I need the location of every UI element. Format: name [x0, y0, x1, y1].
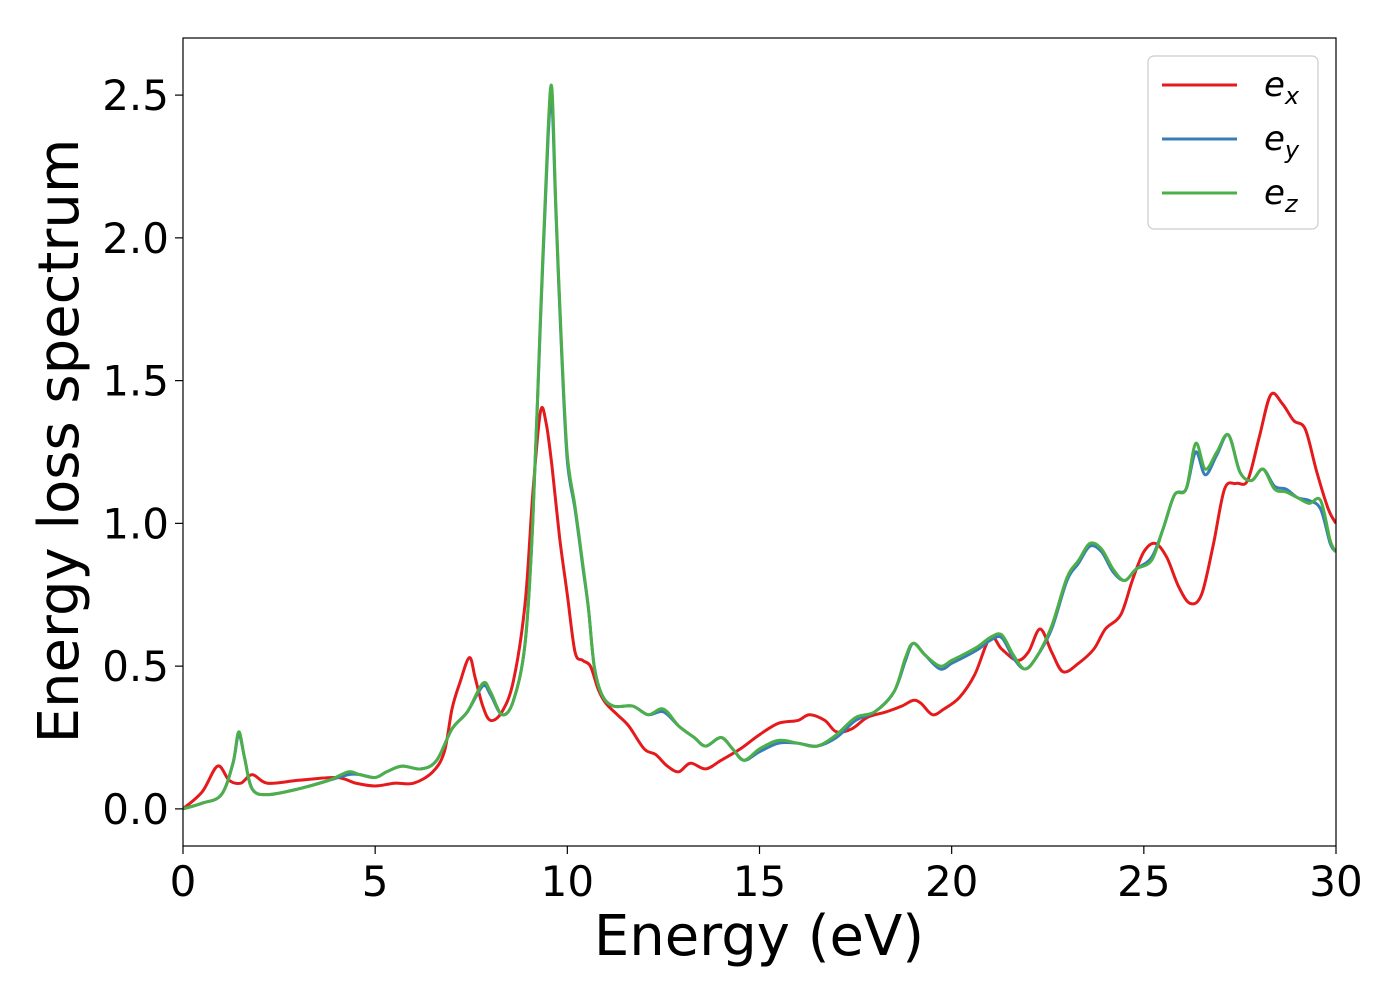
series-line-e-x	[183, 391, 1336, 811]
y-tick-label: 2.5	[102, 71, 169, 120]
y-tick-label: 0.5	[102, 642, 169, 691]
x-tick-label: 20	[925, 857, 978, 906]
x-tick-label: 30	[1309, 857, 1362, 906]
y-tick-label: 2.0	[102, 214, 169, 263]
x-tick-label: 0	[170, 857, 197, 906]
y-tick-label: 0.0	[102, 785, 169, 834]
x-tick-label: 25	[1117, 857, 1170, 906]
x-tick-label: 15	[733, 857, 786, 906]
legend-box	[1147, 55, 1319, 230]
plot-area	[183, 83, 1336, 811]
x-tick-label: 10	[541, 857, 594, 906]
y-axis-title: Energy loss spectrum	[27, 139, 92, 744]
y-tick-label: 1.0	[102, 499, 169, 548]
x-axis-title: Energy (eV)	[594, 904, 924, 969]
axes: 0 5 10 15 20 25 30 0.0 0.5 1.0 1.5 2.0 2.5	[102, 37, 1363, 906]
y-tick-label: 1.5	[102, 357, 169, 406]
series-line-e-z	[183, 83, 1336, 811]
x-tick-label: 5	[362, 857, 389, 906]
